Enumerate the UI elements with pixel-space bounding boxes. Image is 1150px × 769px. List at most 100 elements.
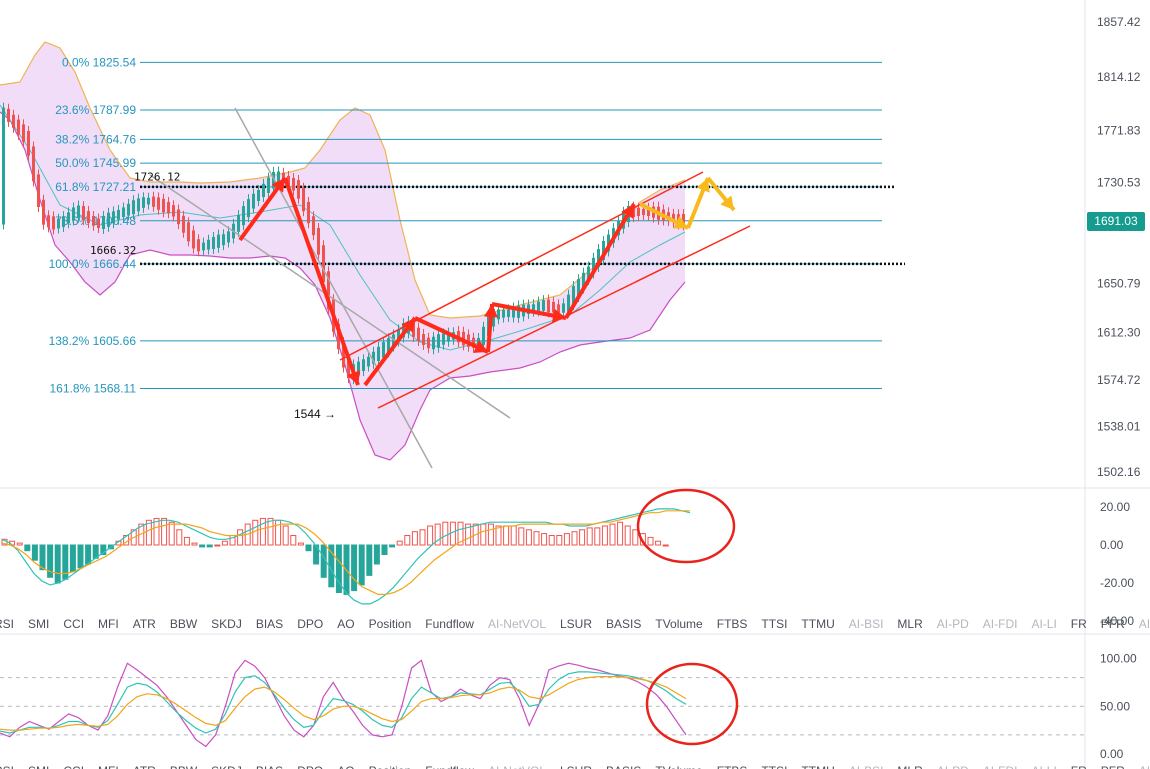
candle-body	[77, 205, 80, 218]
pane3-cyan-line	[0, 671, 687, 734]
candle-body	[587, 266, 590, 280]
indicator-tab-fr[interactable]: FR	[1070, 617, 1087, 631]
histogram-bar	[487, 523, 494, 546]
red-arrow-up-3-head	[483, 304, 498, 318]
indicator-tab-bias[interactable]: BIAS	[255, 617, 284, 631]
indicator-tab-smi[interactable]: SMI	[28, 617, 50, 631]
indicator-tab-position[interactable]: Position	[369, 764, 412, 769]
indicator-tab-ai-pd[interactable]: AI-PD	[936, 617, 969, 631]
candle-body	[472, 337, 475, 348]
pane2-tick-label: -20.00	[1100, 576, 1134, 590]
red-arrow-down-1-head	[347, 370, 361, 385]
yellow-arrow-down-head	[673, 215, 688, 229]
indicator-tab-ttmu[interactable]: TTMU	[801, 764, 834, 769]
indicator-tab-ai-netvol[interactable]: AI-NetVOL	[487, 617, 546, 631]
candle-body	[312, 216, 315, 236]
histogram-bar	[153, 517, 160, 546]
indicator-tab-basis[interactable]: BASIS	[606, 617, 642, 631]
indicator-tab-ai-fdi[interactable]: AI-FDI	[983, 764, 1018, 769]
indicator-tab-ao[interactable]: AO	[337, 617, 355, 631]
indicator-tab-fundflow[interactable]: Fundflow	[425, 764, 474, 769]
price-tick-label: 1771.83	[1097, 123, 1141, 137]
indicator-tab-dpo[interactable]: DPO	[297, 764, 323, 769]
candle-body	[92, 216, 95, 226]
histogram-bar	[609, 523, 616, 546]
indicator-tab-ai-li[interactable]: AI-LI	[1031, 617, 1057, 631]
histogram-bar	[358, 544, 365, 586]
indicator-tab-ai-bsi[interactable]: AI-BSI	[849, 764, 884, 769]
indicator-tab-ttmu[interactable]: TTMU	[801, 617, 835, 631]
indicator-tab-mlr[interactable]: MLR	[897, 617, 923, 631]
candle-body	[297, 180, 300, 199]
indicator-tab-ftbs[interactable]: FTBS	[716, 617, 748, 631]
candle-body	[387, 338, 390, 353]
candle-body	[557, 304, 560, 313]
indicator-tab-basis[interactable]: BASIS	[606, 764, 641, 769]
indicator-tab-bbw[interactable]: BBW	[170, 764, 197, 769]
indicator-tab-skdj[interactable]: SKDJ	[211, 764, 242, 769]
indicator-tab-skdj[interactable]: SKDJ	[211, 617, 242, 631]
indicator-tab-mfi[interactable]: MFI	[98, 617, 119, 631]
histogram-bar	[24, 544, 31, 552]
indicator-tab-rsi[interactable]: RSI	[0, 764, 14, 769]
indicator-tab-pfr[interactable]: PFR	[1101, 764, 1125, 769]
current-price-tag: 1691.03	[1087, 212, 1145, 231]
candle-body	[377, 346, 380, 361]
fib-level-label: 138.2% 1605.66	[49, 334, 137, 348]
indicator-tab-mlr[interactable]: MLR	[897, 764, 922, 769]
candle-body	[147, 197, 150, 205]
candle-body	[292, 178, 295, 191]
candle-body	[492, 308, 495, 327]
indicator-tab-cci[interactable]: CCI	[63, 764, 84, 769]
indicator-tab-dpo[interactable]: DPO	[297, 617, 324, 631]
fib-level-label: 38.2% 1764.76	[55, 132, 136, 146]
indicator-tab-fr[interactable]: FR	[1071, 764, 1087, 769]
indicator-tab-ai-bst[interactable]: AI-BST	[1138, 617, 1150, 631]
candle-body	[647, 207, 650, 216]
candle-body	[62, 216, 65, 227]
indicator-tab-ai-pd[interactable]: AI-PD	[937, 764, 969, 769]
indicator-tab-pfr[interactable]: PFR	[1100, 617, 1125, 631]
indicator-tab-rsi[interactable]: RSI	[0, 617, 15, 631]
indicator-tab-position[interactable]: Position	[368, 617, 412, 631]
indicator-tab-ai-netvol[interactable]: AI-NetVOL	[488, 764, 546, 769]
candle-body	[127, 203, 130, 216]
candle-body	[397, 329, 400, 342]
indicator-tab-tvolume[interactable]: TVolume	[655, 764, 702, 769]
candle-body	[267, 177, 270, 193]
indicator-tab-bias[interactable]: BIAS	[256, 764, 283, 769]
indicator-tab-ao[interactable]: AO	[337, 764, 354, 769]
indicator-tab-mfi[interactable]: MFI	[98, 764, 119, 769]
histogram-bar	[389, 544, 396, 548]
candle-body	[507, 309, 510, 318]
histogram-bar	[579, 529, 586, 546]
indicator-tab-lsur[interactable]: LSUR	[560, 764, 592, 769]
indicator-tab-ttsi[interactable]: TTSI	[761, 617, 788, 631]
indicator-tab-ai-fdi[interactable]: AI-FDI	[982, 617, 1018, 631]
indicator-tab-atr[interactable]: ATR	[133, 764, 156, 769]
indicator-tab-fundflow[interactable]: Fundflow	[425, 617, 474, 631]
candle-body	[362, 359, 365, 371]
indicator-tab-lsur[interactable]: LSUR	[560, 617, 593, 631]
indicator-tab-ai-li[interactable]: AI-LI	[1031, 764, 1056, 769]
histogram-bar	[69, 544, 76, 573]
red-arrow-up-4-head	[621, 204, 634, 219]
histogram-bar	[434, 523, 441, 546]
indicator-tab-tvolume[interactable]: TVolume	[655, 617, 703, 631]
histogram-bar	[396, 540, 403, 546]
candle-body	[447, 332, 450, 342]
histogram-bar	[290, 535, 297, 546]
indicator-tab-atr[interactable]: ATR	[132, 617, 156, 631]
indicator-tab-ttsi[interactable]: TTSI	[761, 764, 787, 769]
indicator-tab-ai-bst[interactable]: AI-BST	[1139, 764, 1150, 769]
indicator-tab-ai-bsi[interactable]: AI-BSI	[848, 617, 884, 631]
histogram-bar	[39, 544, 46, 571]
indicator-tab-smi[interactable]: SMI	[28, 764, 49, 769]
histogram-bar	[411, 531, 418, 546]
indicator-tab-cci[interactable]: CCI	[63, 617, 85, 631]
indicator-tab-ftbs[interactable]: FTBS	[717, 764, 748, 769]
candle-body	[342, 342, 345, 368]
pane2-cyan-line	[1, 508, 691, 605]
indicator-tab-bbw[interactable]: BBW	[169, 617, 198, 631]
